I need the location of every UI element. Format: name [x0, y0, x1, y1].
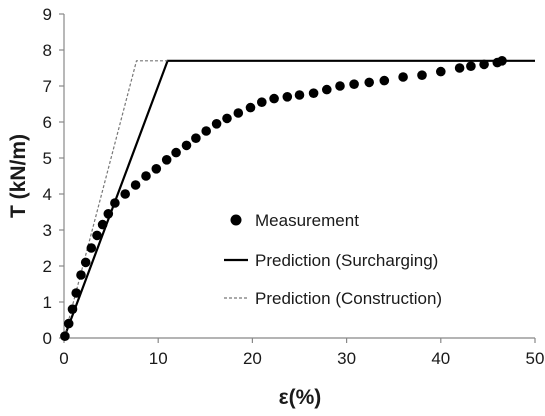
- measurement-point: [103, 209, 114, 219]
- x-tick-label: 10: [149, 349, 168, 368]
- legend-marker-measurement: [230, 214, 242, 226]
- measurement-point: [67, 304, 78, 315]
- measurement-point: [191, 133, 201, 143]
- legend-label: Prediction (Surcharging): [255, 251, 438, 270]
- measurement-point: [201, 126, 211, 136]
- x-tick-label: 20: [243, 349, 262, 368]
- y-axis-label: T (kN/m): [7, 134, 30, 218]
- measurement-point: [294, 90, 305, 100]
- y-tick-label: 7: [43, 77, 52, 96]
- measurement-point: [417, 70, 427, 80]
- axes-layer: 0 1 2 3 4 5 6 7 8 9 0 10 20 30 40 50: [43, 5, 545, 368]
- measurement-point: [497, 56, 507, 66]
- measurement-point: [71, 288, 81, 298]
- measurement-point: [436, 66, 446, 77]
- y-tick-label: 6: [43, 113, 52, 132]
- measurement-point: [171, 147, 181, 158]
- y-tick-label: 4: [43, 185, 52, 204]
- measurement-point: [86, 243, 97, 253]
- y-tick-label: 5: [43, 149, 52, 168]
- measurement-point: [245, 102, 256, 113]
- measurement-point: [63, 318, 74, 329]
- y-tick-label: 9: [43, 5, 52, 24]
- legend-label: Prediction (Construction): [255, 289, 442, 308]
- y-tick-label: 0: [43, 329, 52, 348]
- measurement-point: [76, 270, 86, 280]
- measurement-point: [269, 93, 279, 104]
- measurement-point: [60, 331, 70, 342]
- measurement-point: [151, 164, 162, 174]
- measurement-point: [454, 63, 465, 73]
- measurement-point: [222, 113, 232, 124]
- measurement-point: [92, 230, 102, 241]
- measurement-point: [282, 92, 293, 102]
- measurement-point: [80, 257, 91, 268]
- x-tick-label: 30: [337, 349, 356, 368]
- measurement-point: [308, 88, 319, 98]
- legend-layer: Measurement Prediction (Surcharging) Predi…: [224, 211, 442, 308]
- measurement-point: [335, 81, 345, 91]
- measurement-point: [349, 79, 359, 89]
- x-tick-label: 0: [59, 349, 68, 368]
- y-tick-label: 8: [43, 41, 52, 60]
- measurement-point: [479, 59, 489, 70]
- measurement-point: [211, 119, 222, 129]
- measurement-point: [141, 171, 151, 181]
- measurement-point: [257, 97, 267, 107]
- y-tick-label: 1: [43, 293, 52, 312]
- measurement-point: [466, 61, 476, 71]
- measurement-point: [120, 189, 130, 199]
- measurement-point: [110, 198, 120, 208]
- measurement-point: [322, 84, 332, 95]
- measurement-point: [233, 108, 244, 118]
- measurement-point: [364, 77, 375, 88]
- measurement-point: [97, 219, 108, 230]
- legend-label: Measurement: [255, 211, 359, 230]
- x-tick-label: 50: [526, 349, 545, 368]
- measurement-point: [130, 180, 141, 190]
- x-tick-label: 40: [431, 349, 450, 368]
- series-layer: [60, 56, 535, 342]
- measurement-point: [379, 75, 390, 86]
- x-axis-label: ε(%): [279, 386, 322, 409]
- measurement-point: [161, 155, 172, 165]
- measurement-point: [181, 140, 192, 151]
- measurement-point: [398, 72, 408, 82]
- y-tick-label: 2: [43, 257, 52, 276]
- y-tick-label: 3: [43, 221, 52, 240]
